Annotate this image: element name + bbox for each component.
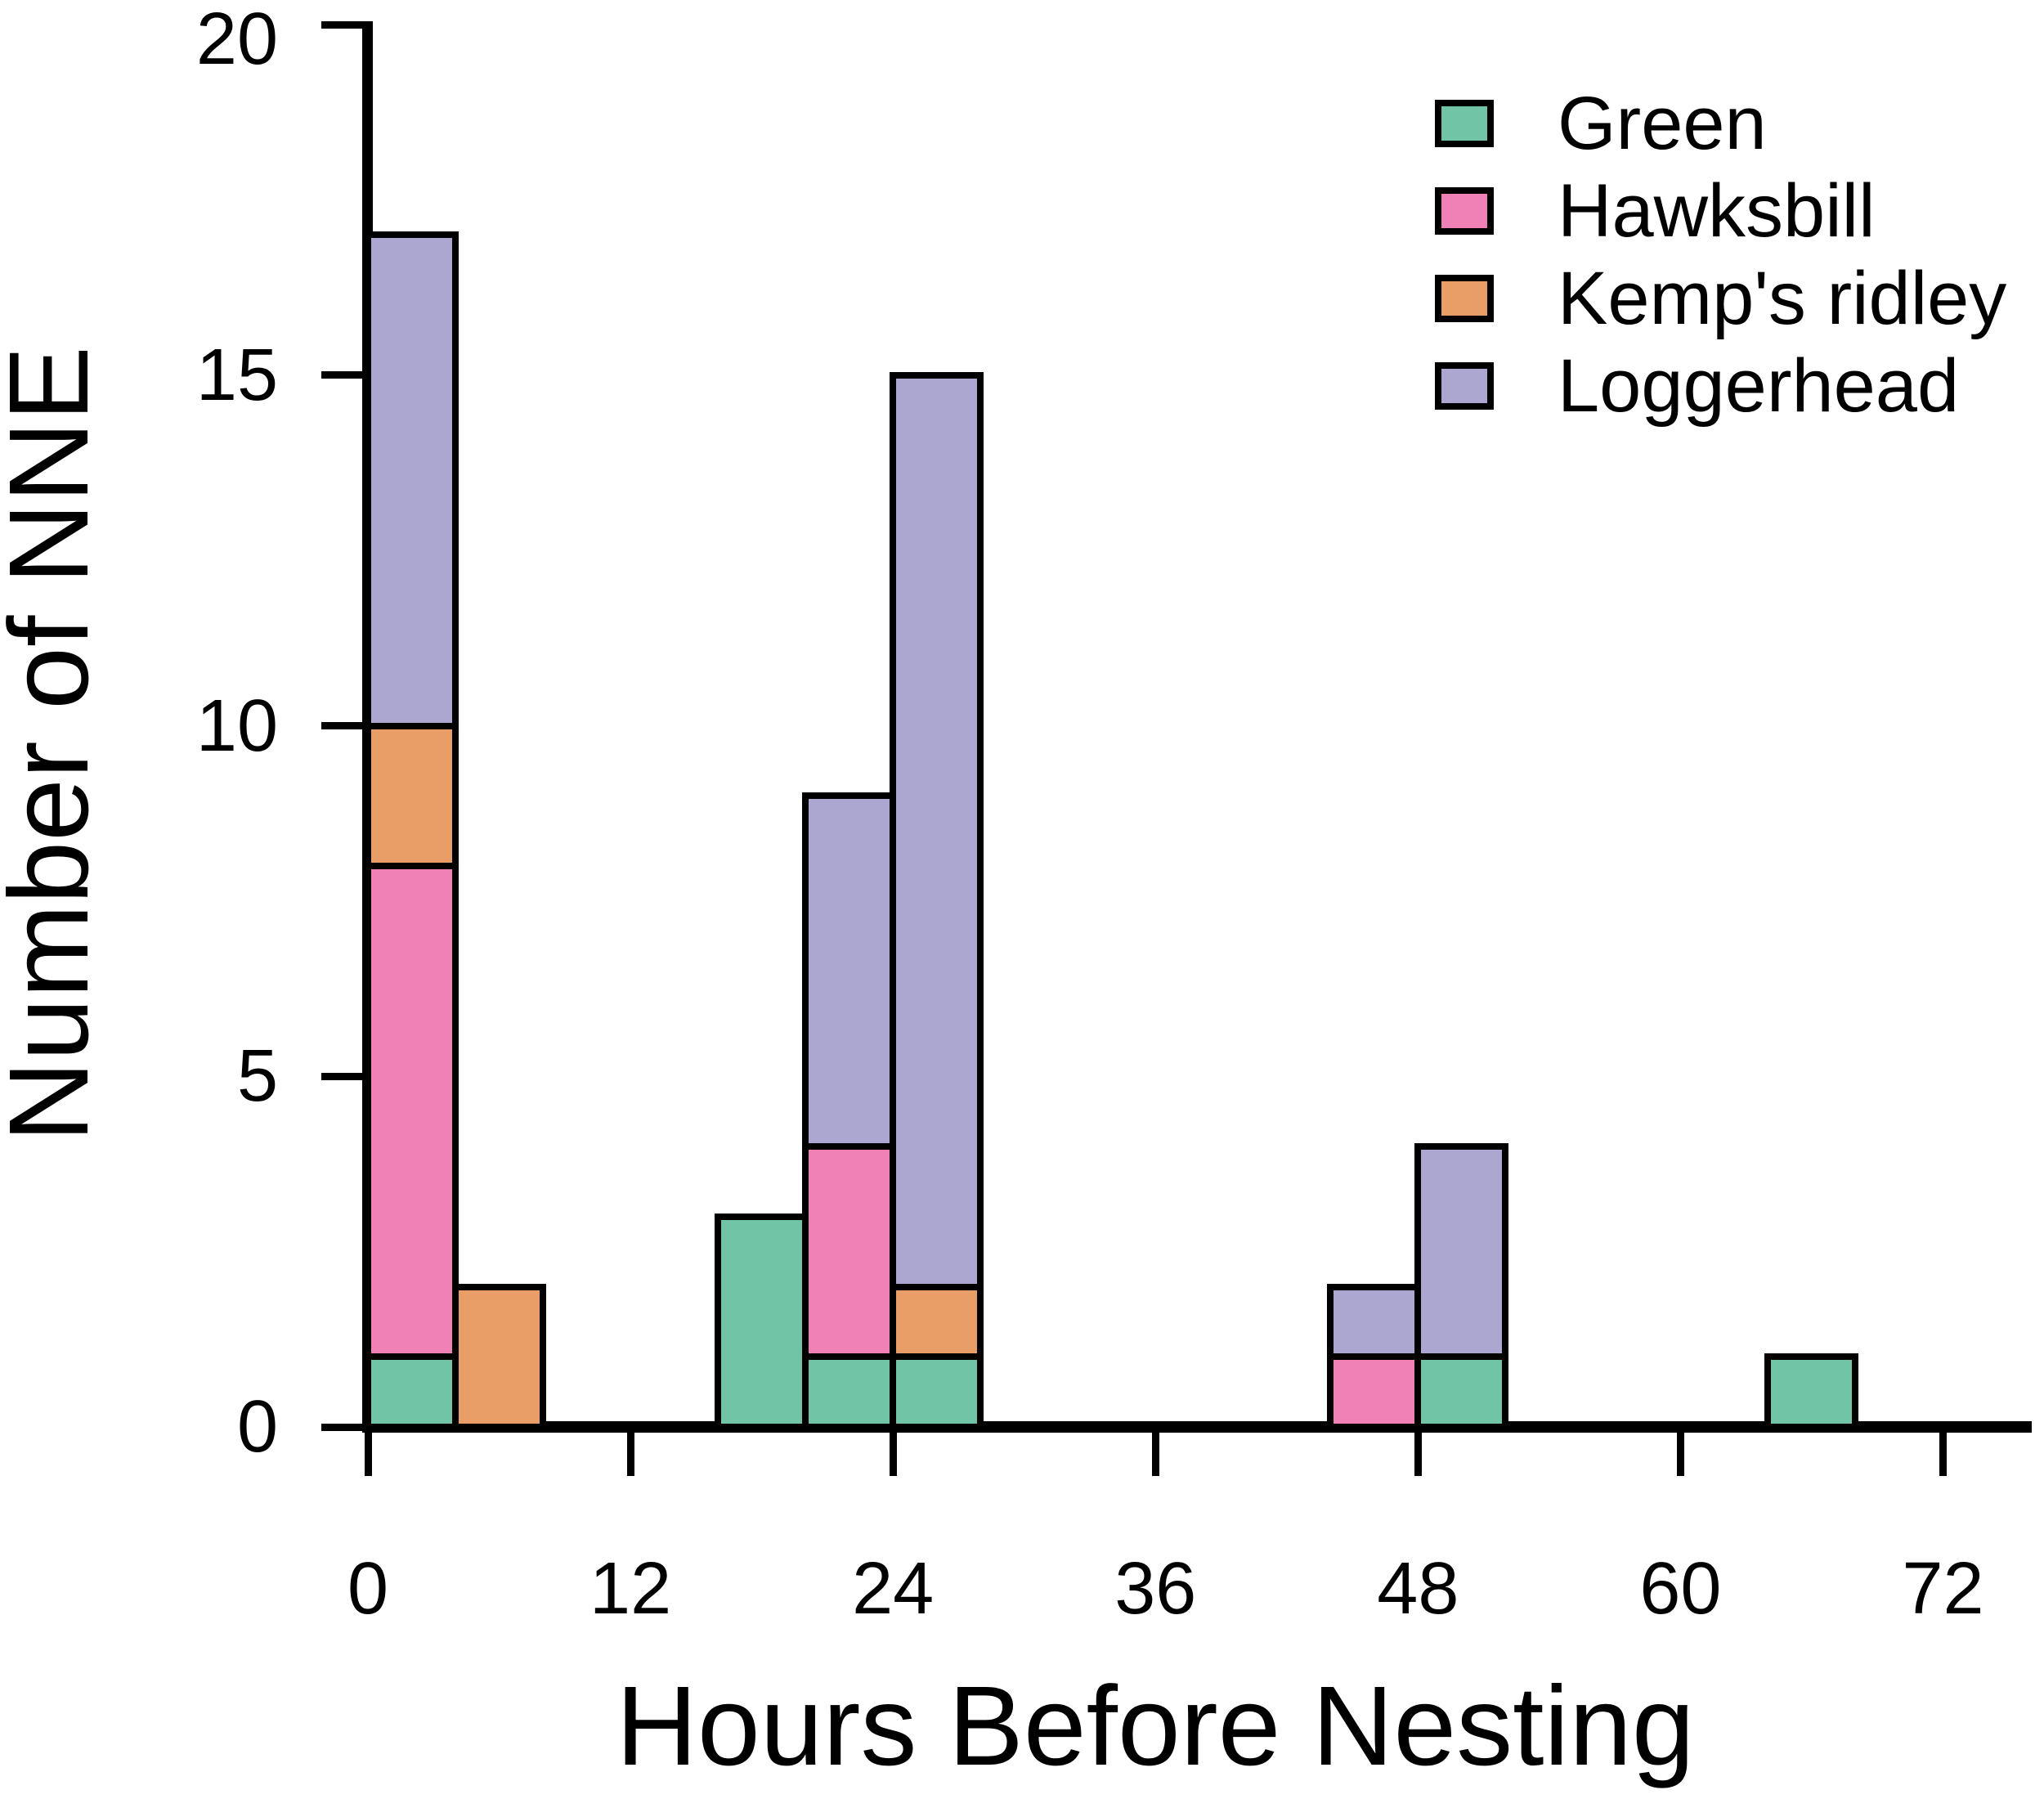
bar-segment-divider (893, 1353, 981, 1361)
legend-swatch (1435, 100, 1494, 147)
bar-segment-green (1418, 1357, 1506, 1427)
y-tick-label: 0 (236, 1386, 278, 1468)
x-tick-label: 0 (347, 1548, 389, 1630)
bar-segment-divider (368, 1353, 456, 1361)
bar-outline (715, 1213, 809, 1430)
bar-segment-green (1768, 1357, 1856, 1427)
bar-segment-divider (368, 863, 456, 869)
legend-entry-loggerhead: Loggerhead (1435, 344, 2006, 428)
x-tick (364, 1433, 372, 1476)
bar-segment-green (368, 1357, 456, 1427)
x-tick-label: 24 (852, 1548, 935, 1630)
legend-swatch (1435, 275, 1494, 322)
bar-segment-divider (805, 1143, 894, 1150)
bar-segment-kemp-s-ridley (893, 1286, 981, 1357)
bar-segment-divider (1330, 1353, 1419, 1361)
y-tick (321, 722, 368, 729)
bar-segment-green (718, 1216, 806, 1427)
bar-outline (1414, 1143, 1509, 1430)
bar-segment-hawksbill (1330, 1357, 1419, 1427)
x-axis-title: Hours Before Nesting (616, 1663, 1695, 1789)
x-tick (1676, 1433, 1684, 1476)
x-tick-label: 72 (1902, 1548, 1984, 1630)
bar-segment-loggerhead (368, 235, 456, 726)
bar-segment-loggerhead (805, 796, 894, 1146)
bar-segment-loggerhead (893, 375, 981, 1287)
y-tick (321, 1072, 368, 1080)
y-tick (321, 371, 368, 379)
x-tick (1939, 1433, 1947, 1476)
x-tick-label: 60 (1639, 1548, 1722, 1630)
bar-segment-kemp-s-ridley (368, 725, 456, 866)
bar-outline (890, 371, 984, 1430)
y-tick-label: 10 (195, 684, 278, 767)
y-tick (321, 20, 368, 29)
y-tick-label: 20 (195, 0, 278, 80)
legend-swatch (1435, 187, 1494, 235)
legend-label: Kemp's ridley (1558, 257, 2007, 340)
x-tick (889, 1433, 897, 1476)
bar-segment-divider (1418, 1353, 1506, 1361)
bar-segment-green (893, 1357, 981, 1427)
x-tick-label: 36 (1114, 1548, 1197, 1630)
bar-segment-loggerhead (1330, 1286, 1419, 1357)
y-tick (321, 1423, 368, 1431)
bar-outline (1764, 1353, 1859, 1430)
legend-entry-kemp-s-ridley: Kemp's ridley (1435, 257, 2007, 340)
bar-segment-green (805, 1357, 894, 1427)
bar-outline (365, 231, 459, 1430)
bar-outline (452, 1283, 547, 1430)
bar-outline (1327, 1283, 1422, 1430)
x-tick (1151, 1433, 1159, 1476)
bar-segment-divider (805, 1353, 894, 1361)
legend-entry-hawksbill: Hawksbill (1435, 169, 2006, 253)
bar-segment-kemp-s-ridley (455, 1286, 544, 1427)
legend-label: Green (1558, 82, 1767, 165)
bar-segment-divider (893, 1283, 981, 1290)
bar-outline (802, 792, 897, 1430)
legend-label: Hawksbill (1558, 169, 1876, 253)
bar-segment-hawksbill (805, 1146, 894, 1357)
legend-swatch (1435, 362, 1494, 410)
legend-entry-green: Green (1435, 82, 2006, 165)
legend: Green Hawksbill Kemp's ridley Loggerhead (1435, 82, 2007, 450)
legend-label: Loggerhead (1558, 344, 1960, 428)
y-tick-label: 5 (236, 1035, 278, 1118)
x-tick-label: 12 (589, 1548, 672, 1630)
bar-segment-loggerhead (1418, 1146, 1506, 1357)
x-tick-label: 48 (1377, 1548, 1459, 1630)
x-tick (626, 1433, 634, 1476)
bar-segment-hawksbill (368, 866, 456, 1357)
y-tick-label: 15 (195, 334, 278, 416)
bar-segment-divider (368, 722, 456, 729)
x-tick (1414, 1433, 1422, 1476)
